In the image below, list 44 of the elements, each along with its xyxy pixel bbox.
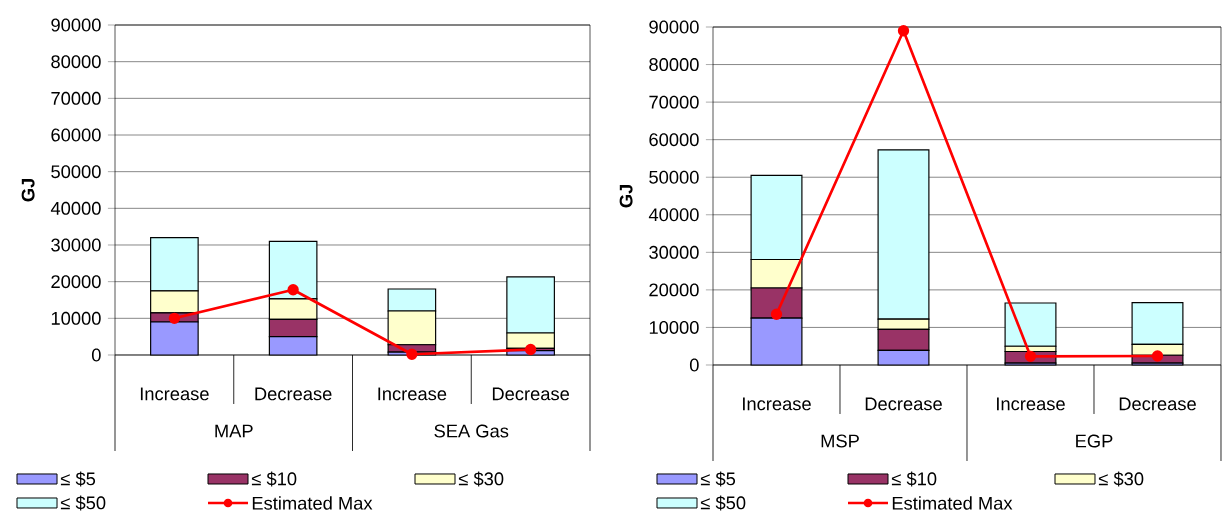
y-tick-label: 20000 xyxy=(51,275,101,289)
y-tick-label: 10000 xyxy=(649,320,699,334)
y-tick-label: 80000 xyxy=(649,58,699,72)
legend-label: ≤ $30 xyxy=(458,471,504,487)
y-tick-label: 90000 xyxy=(51,18,101,32)
y-tick-label: 30000 xyxy=(51,238,101,252)
y-tick-label: 40000 xyxy=(50,201,101,215)
x-tick-label: Increase xyxy=(140,387,209,401)
y-tick-label: 90000 xyxy=(649,20,699,34)
y-axis-title: GJ xyxy=(619,185,633,208)
y-tick-label: 60000 xyxy=(51,128,101,142)
y-tick-label: 0 xyxy=(91,348,101,362)
y-axis-title: GJ xyxy=(21,179,35,202)
y-tick-label: 50000 xyxy=(51,165,101,179)
x-tick-label: Decrease xyxy=(492,387,570,401)
legend-label: ≤ $10 xyxy=(251,471,297,487)
y-tick-label: 40000 xyxy=(648,208,699,222)
x-tick-label: Increase xyxy=(997,397,1065,411)
x-tick-label: Decrease xyxy=(865,397,942,411)
y-tick-label: 0 xyxy=(689,358,699,372)
y-tick-label: 30000 xyxy=(649,245,699,259)
x-tick-label: Increase xyxy=(743,397,811,411)
y-tick-label: 80000 xyxy=(51,55,101,69)
text: MSP xyxy=(821,434,859,448)
y-tick-label: 70000 xyxy=(51,91,101,105)
legend-label: ≤ $5 xyxy=(60,471,96,487)
x-tick-label: Decrease xyxy=(1119,397,1196,411)
text: EGP xyxy=(1076,434,1113,448)
legend-label: ≤ $10 xyxy=(891,471,937,487)
y-tick-label: 50000 xyxy=(649,170,699,184)
legend-label: ≤ $50 xyxy=(60,495,106,511)
y-tick-label: 60000 xyxy=(649,133,699,147)
text: MAP xyxy=(215,424,253,438)
legend-label: ≤ $5 xyxy=(700,471,736,487)
y-tick-label: 70000 xyxy=(649,95,699,109)
legend-label: Estimated Max xyxy=(892,496,1013,510)
text: SEA Gas xyxy=(434,424,509,438)
legend-label: ≤ $30 xyxy=(1098,471,1144,487)
y-tick-label: 20000 xyxy=(649,283,699,297)
legend-label: Estimated Max xyxy=(252,496,373,510)
legend-label: ≤ $50 xyxy=(700,495,746,511)
x-tick-label: Decrease xyxy=(255,387,332,401)
x-tick-label: Increase xyxy=(378,387,447,401)
y-tick-label: 10000 xyxy=(51,311,101,325)
